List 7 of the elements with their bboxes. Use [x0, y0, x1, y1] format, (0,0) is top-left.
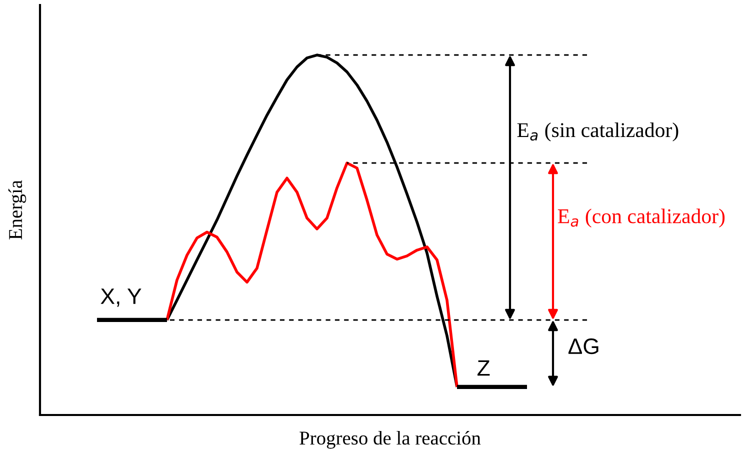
annotation: Z [478, 360, 490, 376]
annotation: E$_{a}$ (con catalizador) [558, 208, 725, 228]
annotation: ΔG [568, 338, 598, 354]
annotation: X, Y [100, 288, 142, 307]
y-axis-title: Energía [8, 180, 26, 240]
x-axis-title: Progreso de la reacción [300, 430, 481, 449]
annotation: E$_{a}$ (sin catalizador) [517, 122, 678, 142]
